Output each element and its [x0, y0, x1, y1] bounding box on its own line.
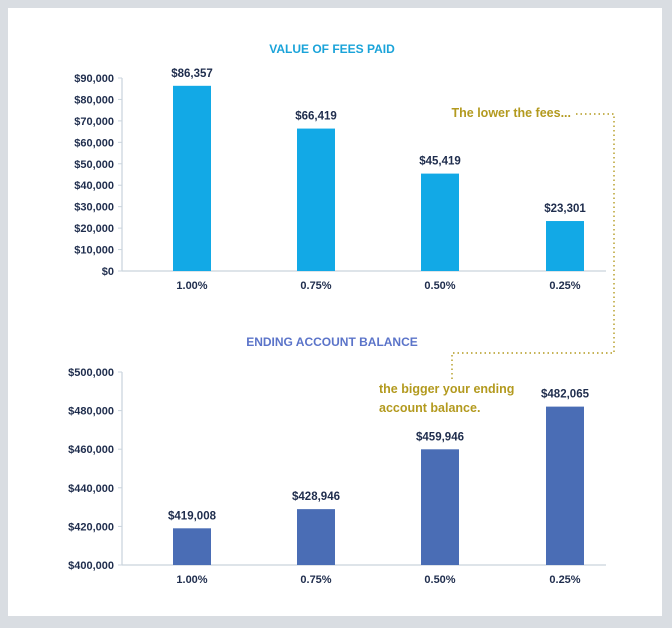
y-tick-label: $400,000 [68, 560, 114, 572]
y-tick-label: $40,000 [74, 180, 114, 192]
bar [546, 406, 584, 565]
y-tick-label: $10,000 [74, 245, 114, 257]
x-tick-label: 1.00% [176, 574, 207, 586]
x-tick-label: 0.75% [300, 280, 331, 292]
fees-chart: $0 $10,000 $20,000 $30,000 $40,000 $50,000 $60… [74, 68, 606, 292]
bar-value-label: $428,946 [292, 491, 340, 503]
x-tick-label: 0.75% [300, 574, 331, 586]
y-tick-label: $500,000 [68, 367, 114, 379]
x-tick-label: 0.50% [424, 574, 455, 586]
y-tick-label: $440,000 [68, 483, 114, 495]
annotation-bigger-balance-line2: account balance. [379, 401, 480, 415]
y-tick-label: $20,000 [74, 223, 114, 235]
bar [173, 528, 211, 565]
y-tick-label: $0 [102, 266, 114, 278]
bar [421, 173, 459, 271]
bar-value-label: $45,419 [419, 156, 461, 168]
x-tick-label: 1.00% [176, 280, 207, 292]
y-tick-label: $90,000 [74, 73, 114, 85]
y-tick-label: $60,000 [74, 137, 114, 149]
bar [546, 221, 584, 271]
balance-chart-title: ENDING ACCOUNT BALANCE [246, 335, 418, 349]
x-tick-label: 0.50% [424, 280, 455, 292]
bar-value-label: $66,419 [295, 111, 337, 123]
y-tick-label: $70,000 [74, 116, 114, 128]
annotation-connector [451, 113, 615, 381]
bar-value-label: $419,008 [168, 510, 217, 522]
bar-value-label: $459,946 [416, 431, 464, 443]
fees-chart-title: VALUE OF FEES PAID [269, 42, 395, 56]
y-tick-label: $460,000 [68, 444, 114, 456]
bar [297, 509, 335, 565]
y-tick-label: $480,000 [68, 406, 114, 418]
y-tick-label: $420,000 [68, 521, 114, 533]
annotation-bigger-balance-line1: the bigger your ending [379, 382, 514, 396]
bar-value-label: $23,301 [544, 203, 586, 215]
bar-value-label: $86,357 [171, 68, 213, 80]
y-tick-label: $30,000 [74, 202, 114, 214]
bar [297, 128, 335, 271]
bar-value-label: $482,065 [541, 389, 590, 401]
y-tick-label: $80,000 [74, 94, 114, 106]
balance-chart: $400,000 $420,000 $440,000 $460,000 $480,000… [68, 367, 606, 586]
x-tick-label: 0.25% [549, 280, 580, 292]
bar [173, 85, 211, 271]
y-tick-label: $50,000 [74, 159, 114, 171]
x-tick-label: 0.25% [549, 574, 580, 586]
bar [421, 449, 459, 565]
annotation-lower-fees: The lower the fees... [452, 106, 571, 120]
